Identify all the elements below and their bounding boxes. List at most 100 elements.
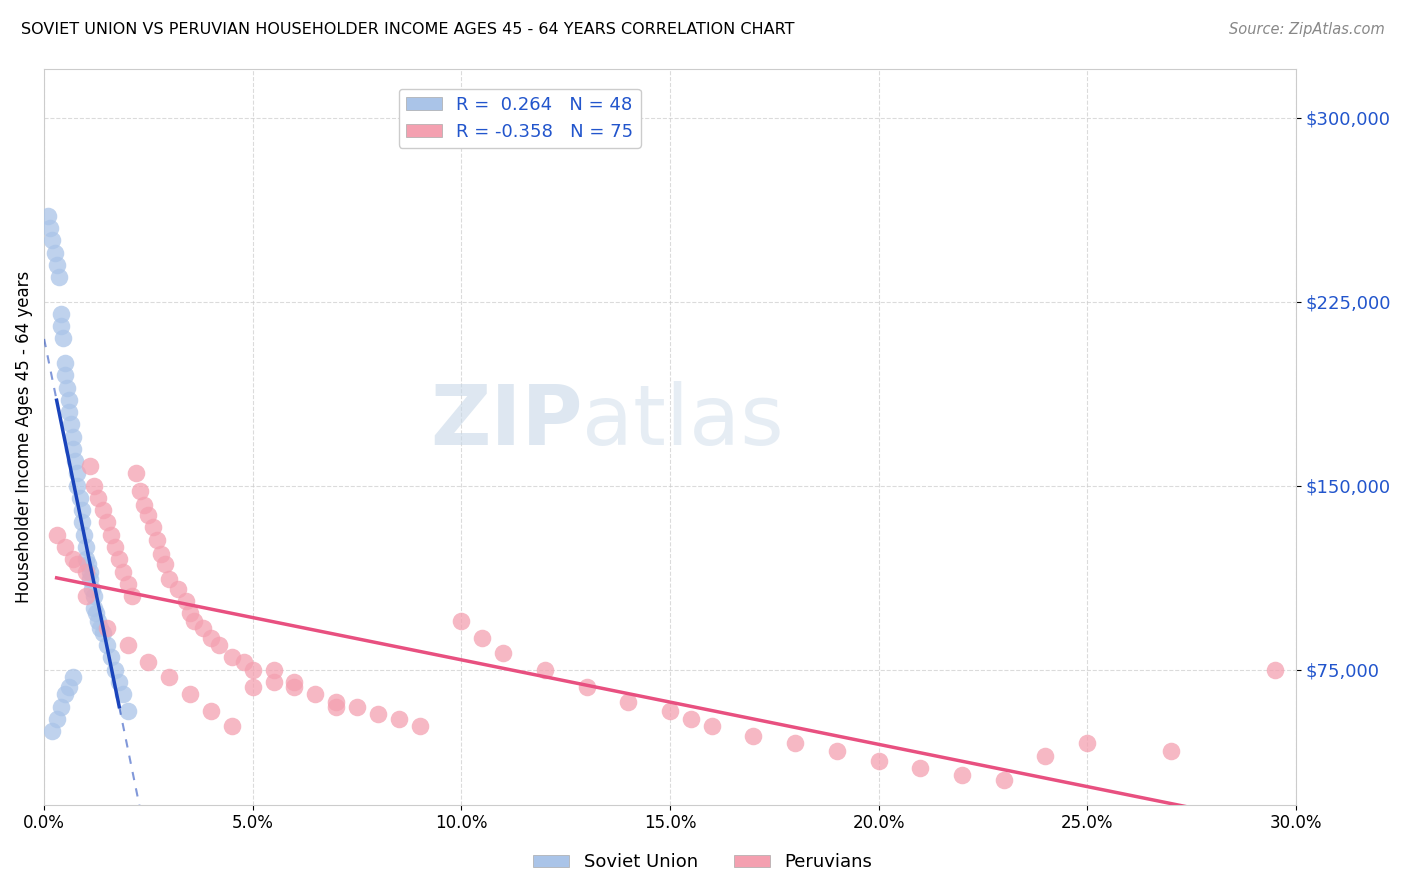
Point (575, 680, 598, 694)
Point (70, 503, 93, 517)
Point (179, 687, 201, 701)
Point (450, 614, 472, 628)
Point (492, 646, 515, 660)
Point (52, 331, 75, 345)
Point (157, 572, 180, 586)
Point (149, 548, 172, 562)
Point (283, 675, 305, 690)
Y-axis label: Householder Income Ages 45 - 64 years: Householder Income Ages 45 - 64 years (15, 270, 32, 603)
Point (617, 695, 640, 709)
Legend: Soviet Union, Peruvians: Soviet Union, Peruvians (526, 847, 880, 879)
Point (79, 458, 101, 473)
Point (700, 719, 723, 733)
Point (104, 663, 127, 677)
Point (65, 454, 87, 468)
Point (77, 558, 100, 572)
Point (37, 209, 59, 223)
Point (49, 699, 72, 714)
Point (388, 712, 411, 726)
Point (117, 577, 139, 591)
Point (39, 221, 62, 235)
Point (83, 589, 105, 603)
Point (79, 572, 101, 586)
Point (263, 663, 285, 677)
Point (84, 607, 107, 621)
Point (89, 621, 111, 635)
Point (104, 540, 127, 554)
Text: ZIP: ZIP (430, 382, 582, 462)
Point (325, 699, 347, 714)
Point (263, 675, 285, 690)
Point (108, 675, 131, 690)
Point (785, 736, 807, 750)
Point (242, 680, 264, 694)
Point (304, 687, 326, 701)
Point (75, 552, 97, 566)
Point (91, 626, 114, 640)
Point (96, 621, 118, 635)
Point (48, 270, 70, 285)
Point (75, 589, 97, 603)
Point (53, 368, 76, 383)
Point (87, 491, 110, 505)
Point (346, 699, 368, 714)
Point (91, 503, 114, 517)
Point (200, 705, 222, 719)
Point (117, 705, 139, 719)
Point (53, 540, 76, 554)
Point (208, 638, 231, 652)
Point (58, 405, 80, 419)
Point (138, 508, 160, 522)
Point (73, 527, 96, 541)
Point (75, 565, 97, 579)
Text: Source: ZipAtlas.com: Source: ZipAtlas.com (1229, 22, 1385, 37)
Point (408, 719, 430, 733)
Point (200, 631, 222, 645)
Point (993, 773, 1015, 788)
Point (49, 319, 72, 334)
Point (283, 680, 305, 694)
Point (53, 687, 76, 701)
Point (66, 478, 89, 492)
Point (191, 621, 214, 635)
Point (41, 724, 63, 739)
Point (83, 601, 105, 615)
Text: SOVIET UNION VS PERUVIAN HOUSEHOLDER INCOME AGES 45 - 64 YEARS CORRELATION CHART: SOVIET UNION VS PERUVIAN HOUSEHOLDER INC… (21, 22, 794, 37)
Point (179, 607, 201, 621)
Point (1264, 663, 1286, 677)
Point (910, 761, 932, 775)
Point (44, 245, 66, 260)
Point (145, 533, 167, 547)
Point (53, 356, 76, 370)
Point (112, 565, 135, 579)
Point (174, 594, 197, 608)
Point (87, 614, 110, 628)
Point (679, 712, 702, 726)
Point (45, 258, 67, 272)
Text: atlas: atlas (582, 382, 785, 462)
Point (1076, 736, 1098, 750)
Point (153, 558, 176, 572)
Point (533, 663, 555, 677)
Point (80, 582, 103, 596)
Point (325, 695, 347, 709)
Point (242, 663, 264, 677)
Point (1160, 744, 1182, 758)
Point (62, 670, 84, 684)
Point (1035, 748, 1057, 763)
Point (221, 650, 243, 665)
Point (49, 307, 72, 321)
Point (62, 442, 84, 456)
Point (41, 233, 63, 247)
Point (66, 558, 89, 572)
Point (221, 719, 243, 733)
Point (471, 631, 494, 645)
Point (100, 527, 122, 541)
Point (79, 565, 101, 579)
Point (62, 429, 84, 443)
Point (69, 491, 91, 505)
Point (75, 540, 97, 554)
Point (96, 638, 118, 652)
Point (45, 712, 67, 726)
Point (868, 754, 890, 768)
